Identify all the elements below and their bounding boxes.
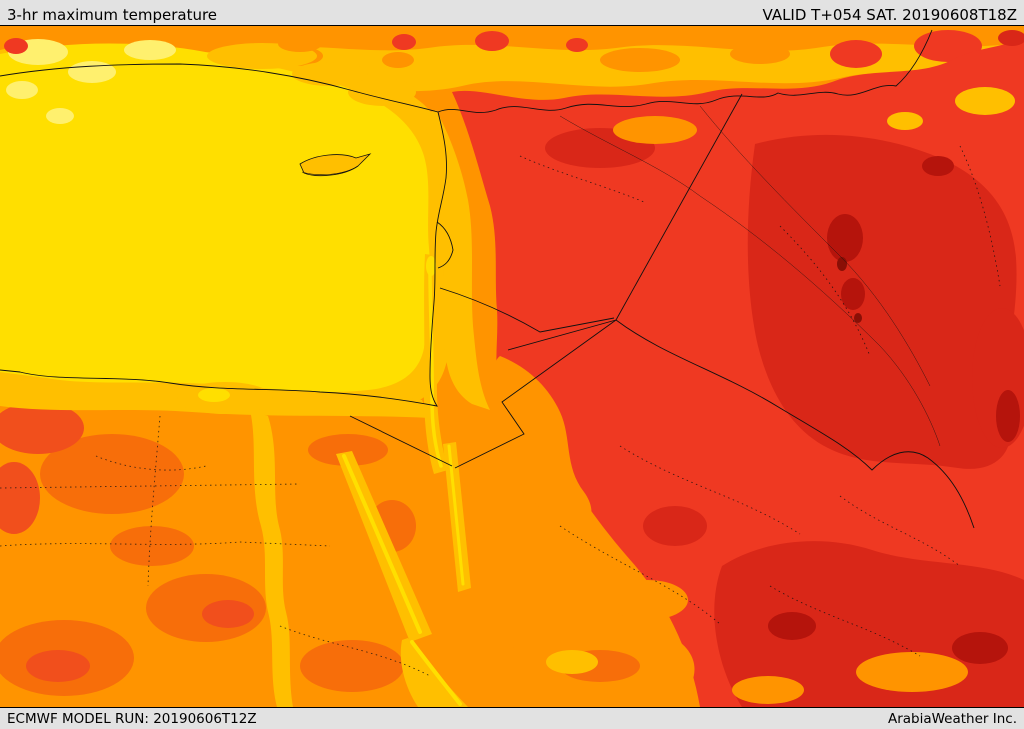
model-run-label: ECMWF MODEL RUN: 20190606T12Z [7, 710, 257, 727]
border-syria-jordan [439, 287, 615, 333]
dotted-boundaries-group [0, 145, 1001, 677]
border-syria-iraq [615, 93, 743, 321]
red-orange-group [0, 402, 254, 682]
deep-orange-egypt-4 [110, 526, 194, 566]
deep-orange-egypt-1 [40, 434, 184, 514]
deep-orange-group [0, 434, 640, 696]
pale-spot-3 [124, 40, 176, 60]
orange-anatolia-spot-2 [382, 52, 414, 68]
dotted-iran-edge [959, 145, 1001, 287]
red-orange-patch-2 [0, 462, 40, 534]
orange-pocket-4 [613, 116, 697, 144]
levant-coast-band [420, 110, 490, 410]
tigris-river [699, 105, 931, 387]
orange-pocket-2 [856, 652, 968, 692]
valid-time-label: VALID T+054 SAT. 20190608T18Z [762, 6, 1017, 24]
dotted-egypt-1 [0, 483, 301, 489]
gold-over-yellow-group [207, 43, 416, 177]
red-top-spot-4 [830, 40, 882, 68]
euphrates-river [559, 115, 941, 447]
orange-spots-anatolia-group [278, 36, 414, 68]
border-lebanon [436, 221, 454, 269]
footer-bar: ECMWF MODEL RUN: 20190606T12Z ArabiaWeat… [0, 707, 1024, 729]
cyprus-island [299, 153, 372, 177]
darker-spot-2 [841, 278, 865, 310]
aqaba-yellow-core [447, 444, 465, 586]
red-top-spot-1 [392, 34, 416, 50]
border-egypt-israel [349, 415, 453, 467]
darker-spot-6 [922, 156, 954, 176]
dark-red-iraq-core [747, 134, 1017, 469]
orange-jordan-saudi-wedge [493, 356, 592, 528]
orange-anatolia-spot-1 [278, 36, 322, 52]
temperature-map [0, 26, 1024, 707]
delta-yellow-spot [198, 388, 230, 402]
maroon-speck-1 [837, 257, 847, 271]
dark-red-topright-spot [998, 30, 1024, 46]
red-sea-core [410, 640, 462, 706]
gold-anatolia-spot-3 [348, 78, 416, 106]
dark-red-spot-1 [643, 506, 707, 546]
darker-spot-1 [827, 214, 863, 262]
darker-spot-4 [768, 612, 816, 640]
border-jordan-saudi [454, 319, 617, 469]
orange-pocket-1 [608, 580, 688, 620]
dotted-egypt-4 [95, 455, 207, 471]
darker-spot-3 [996, 390, 1020, 442]
red-orange-patch-1 [0, 402, 84, 454]
red-orange-patch-3 [26, 650, 90, 682]
red-top-spot-2 [475, 31, 509, 51]
darker-red-group [768, 156, 1020, 664]
gold-topright-spot-2 [887, 112, 923, 130]
dotted-saudi-3 [769, 585, 921, 657]
yellow-main-region [0, 43, 431, 393]
deep-orange-egypt-3 [300, 640, 404, 692]
dark-red-group [545, 30, 1024, 707]
dotted-saudi-2 [559, 525, 721, 625]
anatolia-coastline [0, 63, 439, 113]
gold-topright-spot-1 [955, 87, 1015, 115]
dotted-saudi-1 [619, 445, 801, 535]
levant-egypt-coastline [0, 111, 447, 407]
orange-top-spot-3 [730, 44, 790, 64]
border-jordan-iraq [507, 319, 617, 351]
gold-anatolia-spot-2 [292, 62, 368, 86]
suez-yellow-core [342, 454, 422, 634]
credit-label: ArabiaWeather Inc. [887, 710, 1017, 727]
red-top-spot-5 [914, 30, 982, 62]
page-title: 3-hr maximum temperature [7, 6, 218, 24]
cyprus-coast-accent [301, 165, 359, 175]
deep-orange-egypt-5 [308, 434, 388, 466]
red-corner-spot [4, 38, 28, 54]
river-lines-group [559, 105, 941, 447]
gold-pocket-bottom-center [546, 650, 598, 674]
red-top-spot-3 [566, 38, 588, 52]
header-bar: 3-hr maximum temperature VALID T+054 SAT… [0, 0, 1024, 26]
temperature-map-svg [0, 26, 1024, 707]
border-lines-group [0, 29, 975, 529]
darker-spot-5 [952, 632, 1008, 664]
border-turkey-syria-iraq [437, 29, 933, 114]
dotted-saudi-4 [839, 495, 961, 567]
pale-spot-2 [68, 61, 116, 83]
orange-pocket-3 [732, 676, 804, 704]
maroon-speck-2 [854, 313, 862, 323]
orange-top-spot-2 [600, 48, 680, 72]
pale-spot-5 [46, 108, 74, 124]
dotted-iraq [779, 225, 871, 357]
red-orange-patch-4 [202, 600, 254, 628]
border-iraq-saudi [615, 319, 975, 529]
pale-spot-4 [6, 81, 38, 99]
pale-yellow-group [6, 39, 176, 124]
yellow-region-group [0, 43, 431, 393]
